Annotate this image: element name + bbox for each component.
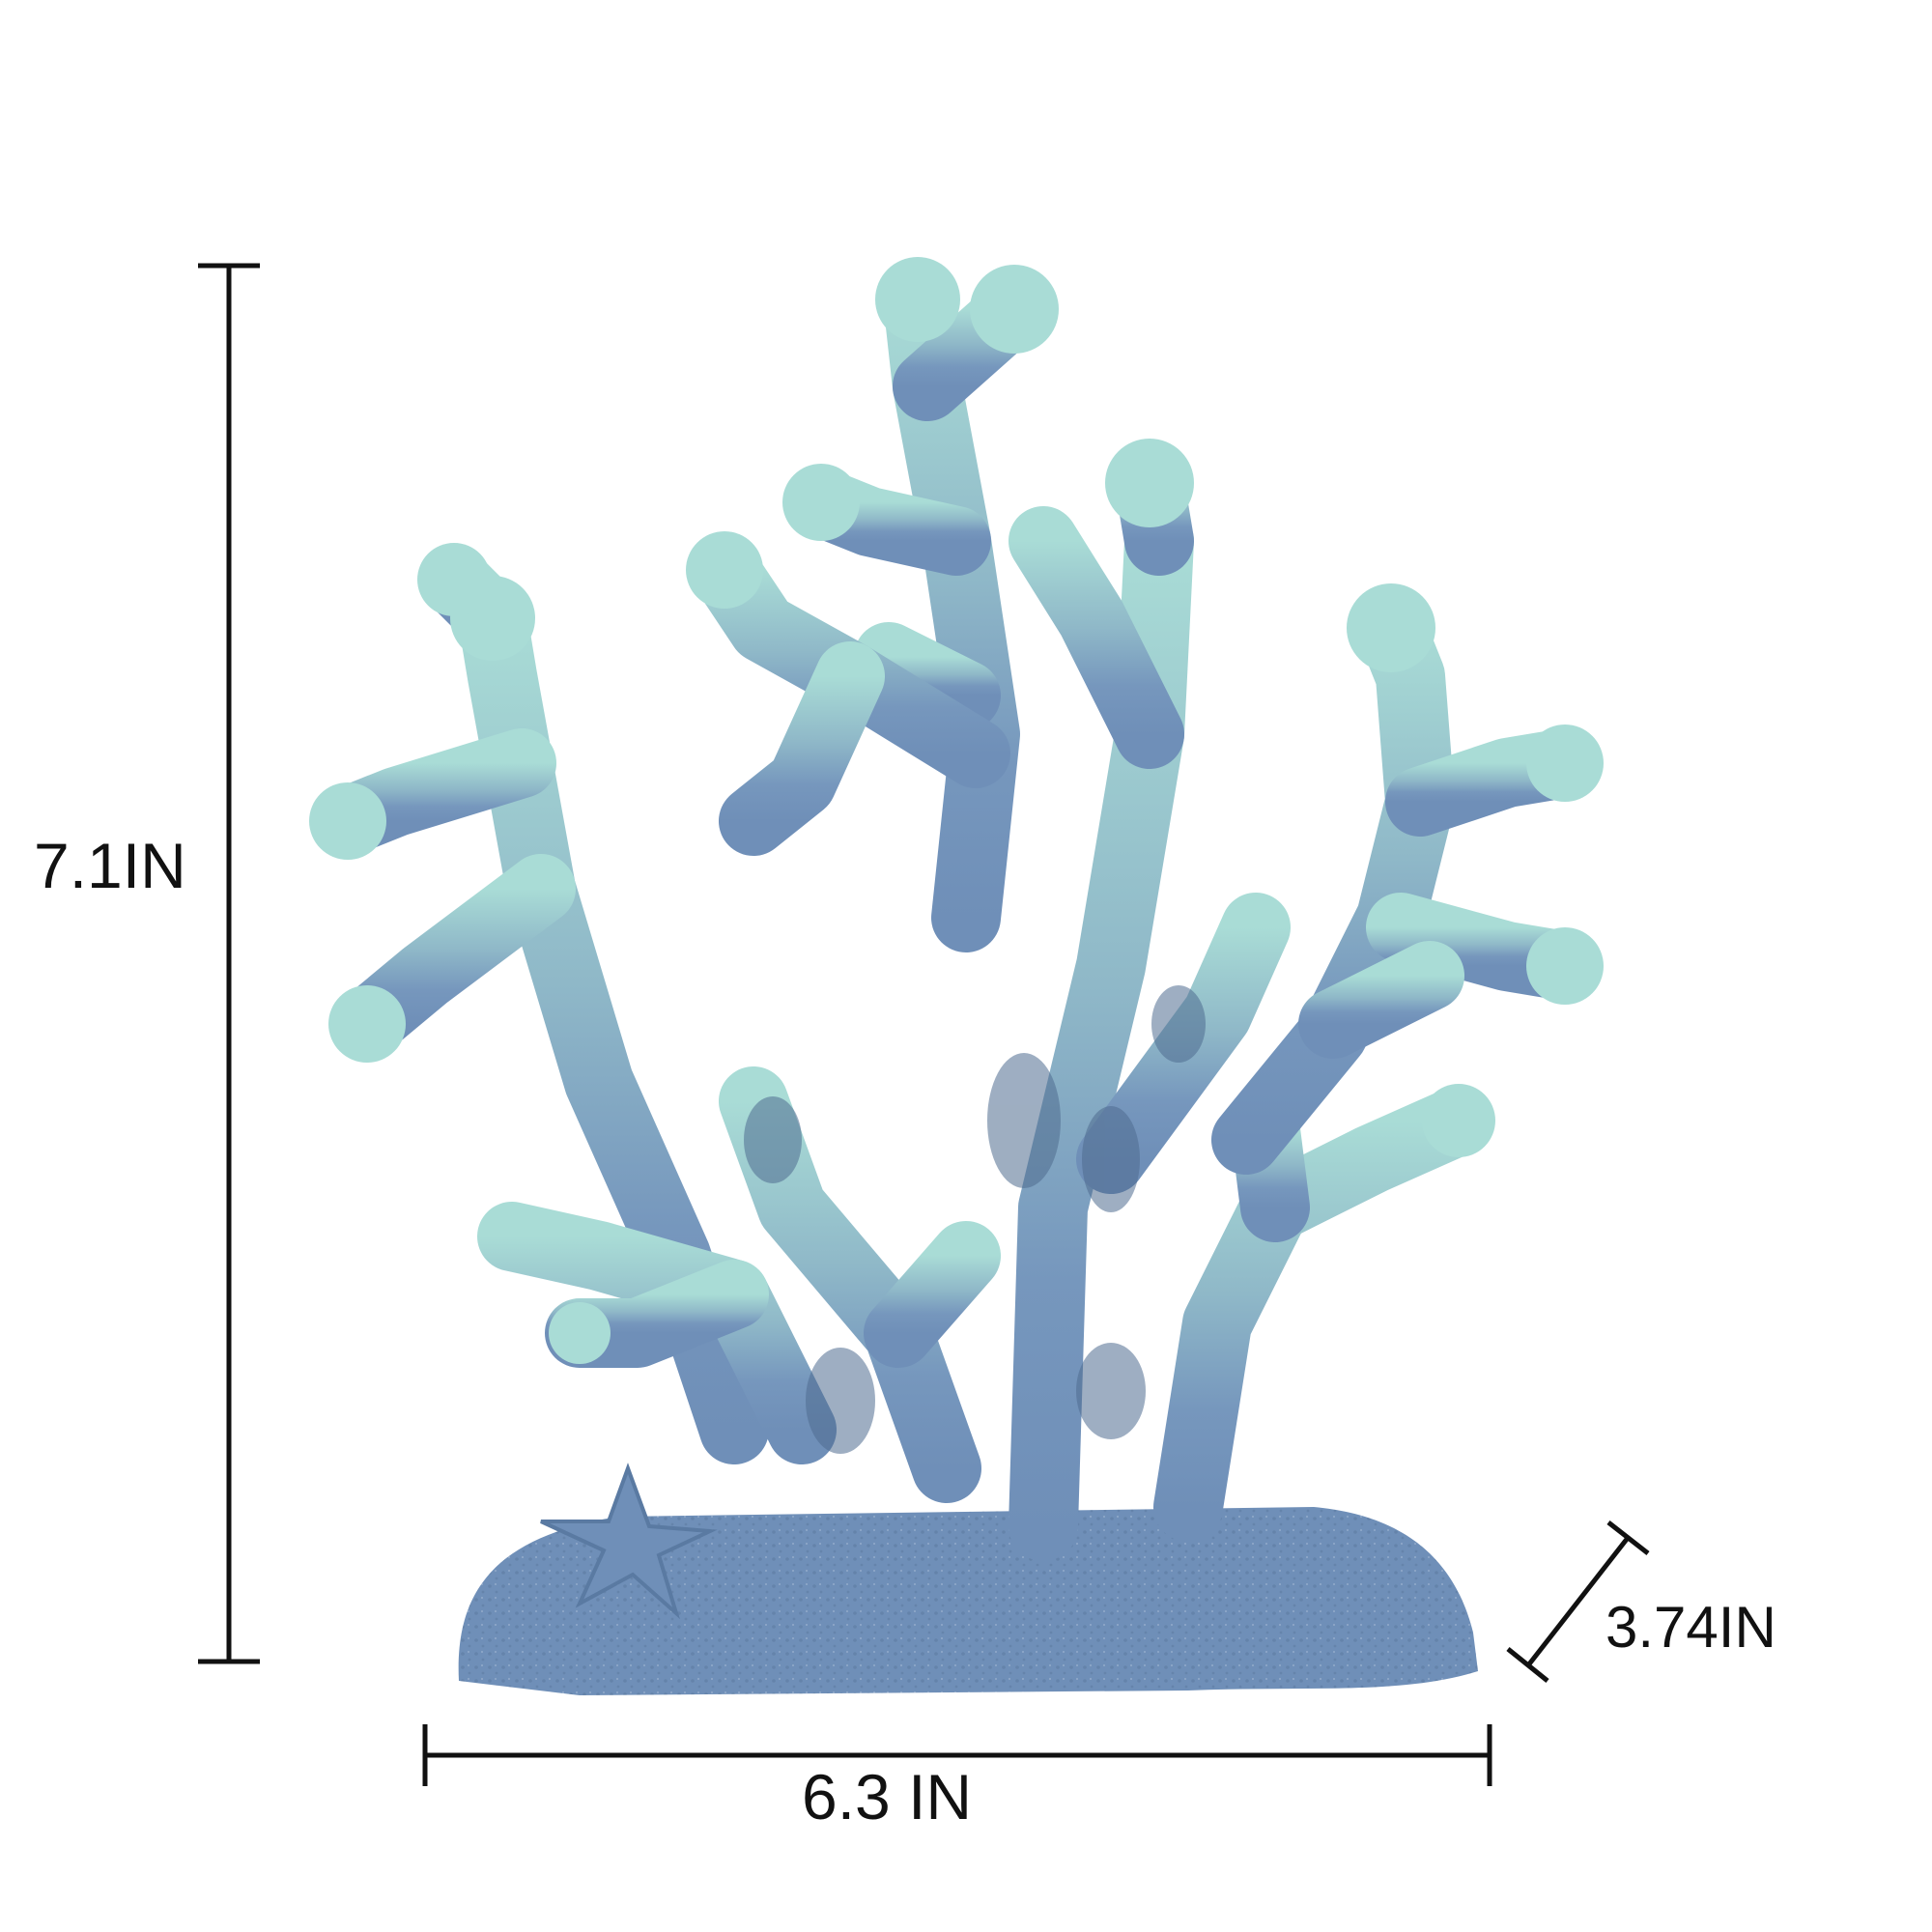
depth-dimension-line bbox=[1506, 1520, 1650, 1683]
depth-label: 3.74IN bbox=[1605, 1595, 1776, 1660]
width-label: 6.3 IN bbox=[802, 1761, 973, 1833]
starfish bbox=[540, 1463, 718, 1620]
coral-branches bbox=[313, 265, 1600, 1561]
coral-tips bbox=[309, 257, 1604, 1364]
coral-figurine bbox=[309, 257, 1604, 1695]
width-dimension-line bbox=[422, 1724, 1492, 1786]
coral-shadows bbox=[744, 985, 1206, 1454]
height-dimension-line bbox=[198, 263, 260, 1664]
height-label: 7.1IN bbox=[34, 830, 186, 901]
